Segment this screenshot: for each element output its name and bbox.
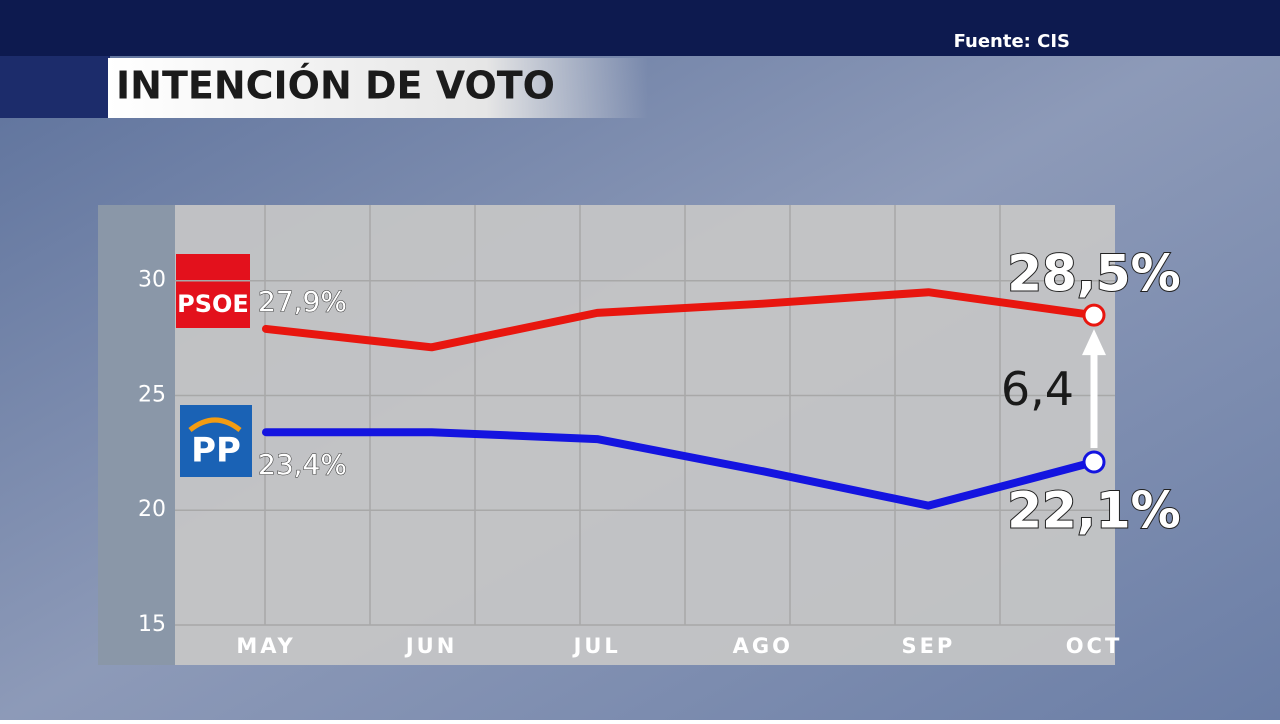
pp-logo-arc	[188, 417, 242, 433]
vertical-grid	[264, 205, 1001, 625]
y-tick-label: 25	[138, 382, 166, 407]
legend-label: PP	[191, 431, 241, 471]
legend-label: PSOE	[177, 290, 249, 318]
series-line	[262, 428, 1098, 510]
series-line	[262, 288, 1098, 352]
title-accent	[0, 56, 110, 118]
x-tick-label: MAY	[236, 634, 295, 658]
x-tick-label: SEP	[901, 634, 955, 658]
value-label: 22,1%	[1007, 482, 1180, 540]
y-tick-label: 15	[138, 612, 166, 637]
value-label: 28,5%	[1007, 245, 1180, 303]
y-tick-label: 30	[138, 268, 166, 293]
value-label: 23,4%	[258, 448, 347, 481]
gap-arrowhead	[1082, 329, 1106, 356]
x-tick-label: JUL	[572, 634, 621, 658]
chart-title: INTENCIÓN DE VOTO	[116, 64, 555, 108]
end-marker	[1082, 303, 1106, 327]
source: Fuente: CIS	[954, 31, 1070, 52]
axis-strip	[98, 205, 175, 665]
x-tick-label: AGO	[733, 634, 793, 658]
top-band	[0, 0, 1280, 56]
value-label: 27,9%	[258, 285, 347, 318]
annotation: 6,4	[1001, 362, 1074, 416]
title-box	[108, 58, 648, 118]
end-marker	[1082, 450, 1106, 474]
x-tick-label: JUN	[404, 634, 457, 658]
pp-logo	[180, 405, 252, 477]
y-tick-label: 20	[138, 497, 166, 522]
psoe-logo	[176, 254, 250, 328]
x-tick-label: OCT	[1066, 634, 1123, 658]
